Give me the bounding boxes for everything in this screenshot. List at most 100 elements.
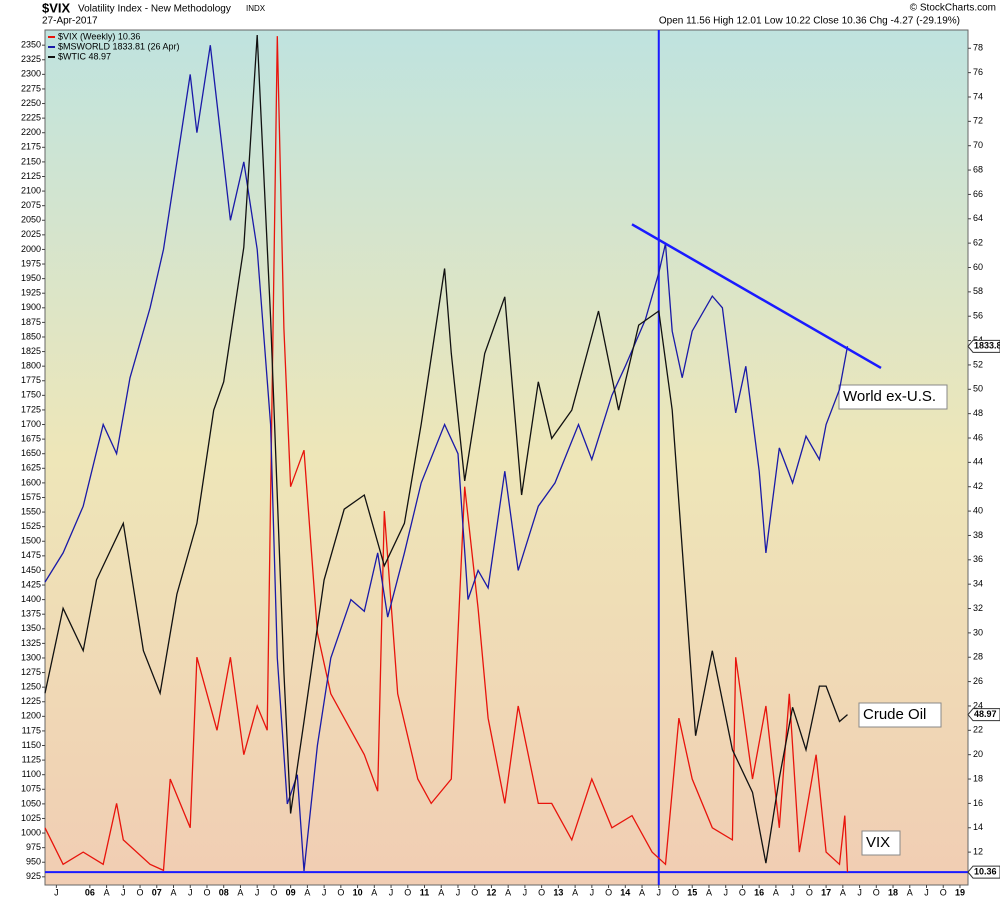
legend-label: $MSWORLD 1833.81 (26 Apr) (58, 41, 180, 51)
y-tick-label: 1950 (21, 273, 41, 283)
y-tick-label: 1075 (21, 784, 41, 794)
x-tick-label: 07 (152, 887, 162, 897)
x-tick-label: O (739, 887, 746, 897)
y2-tick-label: 22 (973, 725, 983, 735)
index-name: Volatility Index - New Methodology (78, 4, 231, 15)
x-tick-label: O (203, 887, 210, 897)
x-tick-label: A (907, 887, 913, 897)
y-tick-label: 2025 (21, 229, 41, 239)
y-tick-label: 1325 (21, 638, 41, 648)
y-tick-label: 2175 (21, 142, 41, 152)
x-tick-label: A (773, 887, 779, 897)
y-tick-label: 1475 (21, 550, 41, 560)
y2-tick-label: 64 (973, 213, 983, 223)
y-tick-label: 925 (26, 871, 41, 881)
x-tick-label: 13 (553, 887, 563, 897)
x-tick-label: 09 (286, 887, 296, 897)
x-tick-label: A (104, 887, 110, 897)
y-tick-label: 1225 (21, 696, 41, 706)
x-tick-label: A (572, 887, 578, 897)
y-tick-label: 1675 (21, 433, 41, 443)
y-tick-label: 1425 (21, 579, 41, 589)
y2-tick-label: 18 (973, 773, 983, 783)
y2-tick-label: 20 (973, 749, 983, 759)
y-tick-label: 1975 (21, 258, 41, 268)
y-tick-label: 950 (26, 857, 41, 867)
y-tick-label: 2275 (21, 83, 41, 93)
x-tick-label: J (523, 887, 528, 897)
x-tick-label: O (605, 887, 612, 897)
y2-tick-label: 58 (973, 286, 983, 296)
y2-tick-label: 30 (973, 627, 983, 637)
legend-label: $WTIC 48.97 (58, 51, 111, 61)
value-tag: 48.97 (974, 709, 997, 719)
y2-tick-label: 62 (973, 238, 983, 248)
x-tick-label: J (723, 887, 728, 897)
y2-tick-label: 52 (973, 359, 983, 369)
value-tag-box (967, 339, 1000, 353)
y-tick-label: 1625 (21, 463, 41, 473)
x-tick-label: O (672, 887, 679, 897)
y2-tick-label: 40 (973, 505, 983, 515)
y-tick-label: 1825 (21, 346, 41, 356)
x-tick-label: 15 (687, 887, 697, 897)
y-tick-label: 1350 (21, 623, 41, 633)
x-tick-label: O (337, 887, 344, 897)
y2-tick-label: 46 (973, 432, 983, 442)
y-tick-label: 1650 (21, 448, 41, 458)
y-tick-label: 1125 (22, 754, 41, 764)
annotation: Crude Oil (863, 706, 926, 723)
x-tick-label: A (304, 887, 310, 897)
y-tick-label: 1800 (21, 361, 41, 371)
x-tick-label: J (456, 887, 461, 897)
y-tick-label: 1600 (21, 477, 41, 487)
x-tick-label: J (790, 887, 795, 897)
y2-tick-label: 32 (973, 603, 983, 613)
y2-tick-label: 50 (973, 384, 983, 394)
x-tick-label: A (371, 887, 377, 897)
annotation-box (861, 830, 901, 856)
y-tick-label: 2250 (21, 98, 41, 108)
y-tick-label: 1500 (21, 536, 41, 546)
y-tick-label: 1775 (21, 375, 41, 385)
y2-tick-label: 42 (973, 481, 983, 491)
y2-tick-label: 76 (973, 67, 983, 77)
x-tick-label: J (255, 887, 260, 897)
x-tick-label: J (657, 887, 662, 897)
y-tick-label: 1525 (21, 521, 41, 531)
value-tag: 10.36 (974, 866, 997, 876)
x-tick-label: O (404, 887, 411, 897)
x-tick-label: J (857, 887, 862, 897)
y-tick-label: 2050 (21, 215, 41, 225)
x-tick-label: 10 (353, 887, 363, 897)
x-tick-label: O (538, 887, 545, 897)
x-tick-label: O (270, 887, 277, 897)
y-tick-label: 1850 (21, 331, 41, 341)
y-tick-label: 1275 (21, 667, 41, 677)
y-tick-label: 2350 (21, 40, 41, 50)
y-tick-label: 2125 (21, 171, 41, 181)
x-tick-label: 14 (620, 887, 630, 897)
x-tick-label: J (121, 887, 126, 897)
y-tick-label: 975 (26, 842, 41, 852)
y-tick-label: 2000 (21, 244, 41, 254)
y-tick-label: 1400 (21, 594, 41, 604)
y-tick-label: 1050 (21, 798, 41, 808)
y2-tick-label: 70 (973, 140, 983, 150)
y2-tick-label: 34 (973, 579, 983, 589)
y-tick-label: 1550 (21, 506, 41, 516)
y-tick-label: 1025 (21, 813, 41, 823)
y-tick-label: 2300 (21, 69, 41, 79)
y2-tick-label: 38 (973, 530, 983, 540)
x-tick-label: J (54, 887, 59, 897)
y2-tick-label: 12 (973, 846, 983, 856)
annotation: VIX (866, 834, 890, 851)
x-tick-label: O (940, 887, 947, 897)
y-tick-label: 1000 (21, 827, 41, 837)
y-tick-label: 1875 (21, 317, 41, 327)
y-tick-label: 1450 (21, 565, 41, 575)
y-tick-label: 1700 (21, 419, 41, 429)
x-tick-label: A (171, 887, 177, 897)
x-tick-label: O (806, 887, 813, 897)
x-tick-label: J (188, 887, 193, 897)
